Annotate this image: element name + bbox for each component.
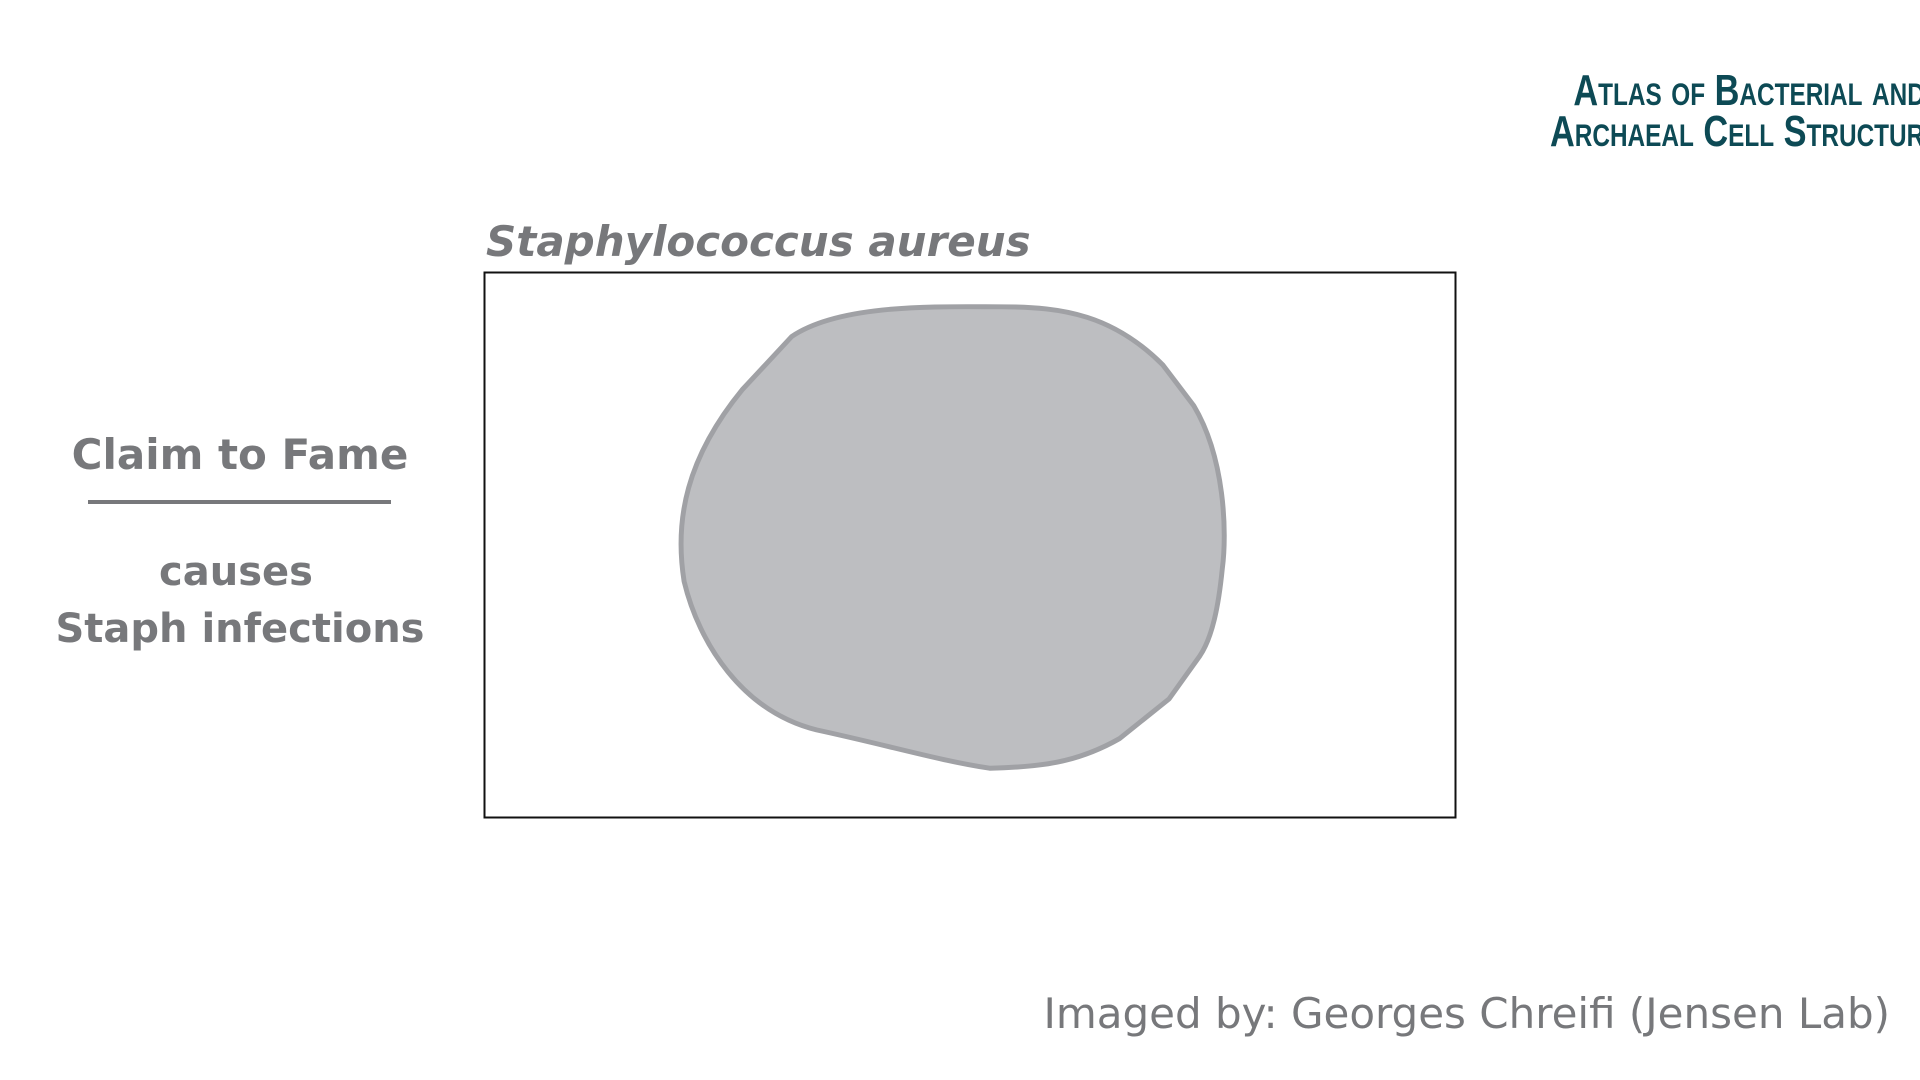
- sidebar-heading: Claim to Fame: [72, 430, 409, 479]
- credit: Imaged by: Georges Chreifi (Jensen Lab): [1043, 989, 1890, 1038]
- logo-line: Atlas of Bacterial and: [1573, 66, 1920, 115]
- cell-illustration: [678, 304, 1227, 771]
- logo-line: Archaeal Cell Structure: [1550, 107, 1920, 156]
- image-frame: [483, 271, 1457, 819]
- sidebar-text: Staph infections: [56, 606, 425, 652]
- sidebar-text: causes: [159, 549, 313, 595]
- specimen-title: Staphylococcus aureus: [486, 217, 1031, 266]
- logo: Atlas of Bacterial and Archaeal Cell Str…: [1550, 66, 1920, 156]
- cell: [678, 304, 1227, 771]
